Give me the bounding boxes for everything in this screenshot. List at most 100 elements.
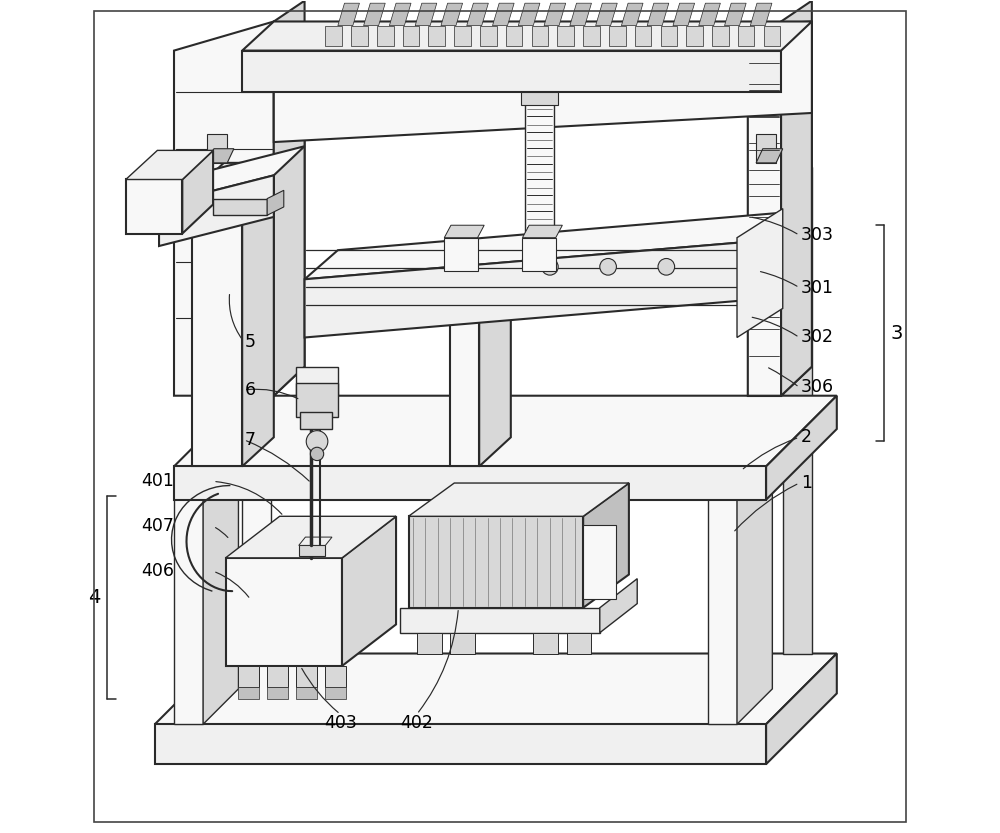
Polygon shape [159, 147, 305, 204]
Polygon shape [174, 466, 766, 500]
Polygon shape [155, 724, 766, 764]
Polygon shape [712, 26, 729, 47]
Circle shape [542, 258, 558, 275]
Polygon shape [274, 1, 305, 396]
Polygon shape [126, 151, 213, 179]
Text: 7: 7 [245, 431, 256, 449]
Polygon shape [506, 26, 522, 47]
Polygon shape [457, 237, 473, 262]
Text: 4: 4 [88, 588, 101, 607]
Text: 401: 401 [141, 472, 174, 491]
Text: 5: 5 [245, 332, 256, 351]
Polygon shape [207, 134, 227, 163]
Text: 1: 1 [801, 474, 812, 492]
Polygon shape [300, 412, 332, 429]
Polygon shape [174, 475, 203, 724]
Polygon shape [126, 179, 182, 233]
Text: 406: 406 [141, 562, 174, 580]
Polygon shape [226, 516, 396, 558]
Text: 301: 301 [801, 278, 834, 297]
Polygon shape [621, 3, 643, 26]
Polygon shape [226, 558, 342, 666]
Polygon shape [450, 633, 475, 654]
Polygon shape [377, 26, 394, 47]
Polygon shape [544, 3, 566, 26]
Polygon shape [783, 167, 812, 654]
Polygon shape [305, 242, 748, 337]
Polygon shape [267, 666, 288, 686]
Circle shape [310, 447, 324, 461]
Polygon shape [756, 134, 776, 163]
Polygon shape [708, 475, 737, 724]
Polygon shape [686, 26, 703, 47]
Text: 403: 403 [324, 714, 357, 731]
Polygon shape [750, 3, 772, 26]
Polygon shape [737, 439, 772, 724]
Polygon shape [781, 1, 812, 396]
Polygon shape [242, 22, 812, 51]
Text: 302: 302 [801, 328, 834, 347]
Polygon shape [267, 686, 288, 699]
Text: 2: 2 [801, 428, 812, 446]
Polygon shape [525, 92, 554, 250]
Polygon shape [409, 516, 583, 608]
Polygon shape [661, 26, 677, 47]
Polygon shape [567, 633, 591, 654]
Polygon shape [159, 175, 274, 246]
Polygon shape [557, 26, 574, 47]
Polygon shape [635, 26, 651, 47]
Polygon shape [522, 237, 556, 271]
Polygon shape [299, 546, 325, 556]
Polygon shape [764, 26, 780, 47]
Polygon shape [155, 654, 837, 724]
Polygon shape [192, 192, 242, 466]
Text: 306: 306 [801, 378, 834, 397]
Polygon shape [532, 26, 548, 47]
Polygon shape [296, 686, 317, 699]
Polygon shape [583, 483, 629, 608]
Polygon shape [522, 225, 562, 237]
Polygon shape [403, 26, 419, 47]
Polygon shape [325, 686, 346, 699]
Polygon shape [428, 26, 445, 47]
Polygon shape [342, 516, 396, 666]
Text: 6: 6 [245, 381, 256, 399]
Polygon shape [182, 151, 213, 233]
Polygon shape [493, 3, 514, 26]
Polygon shape [203, 439, 238, 724]
Polygon shape [174, 22, 274, 396]
Polygon shape [480, 26, 497, 47]
Polygon shape [748, 51, 781, 396]
Text: 407: 407 [141, 517, 174, 536]
Polygon shape [296, 666, 317, 686]
Polygon shape [570, 3, 591, 26]
Polygon shape [338, 3, 359, 26]
Polygon shape [596, 3, 617, 26]
Polygon shape [213, 198, 267, 215]
Polygon shape [737, 208, 783, 337]
Polygon shape [415, 3, 437, 26]
Polygon shape [738, 26, 754, 47]
Polygon shape [400, 608, 600, 633]
Polygon shape [583, 525, 616, 600]
Polygon shape [242, 404, 271, 654]
Polygon shape [274, 22, 305, 396]
Polygon shape [351, 26, 368, 47]
Polygon shape [766, 654, 837, 764]
Circle shape [600, 258, 616, 275]
Polygon shape [242, 51, 781, 92]
Polygon shape [450, 292, 479, 466]
Polygon shape [441, 3, 463, 26]
Polygon shape [583, 26, 600, 47]
Text: 303: 303 [801, 227, 834, 244]
Polygon shape [242, 51, 274, 396]
Text: 402: 402 [400, 714, 433, 731]
Polygon shape [479, 262, 511, 466]
Polygon shape [521, 92, 558, 105]
Polygon shape [467, 3, 488, 26]
Polygon shape [296, 367, 338, 396]
Polygon shape [207, 149, 234, 163]
Polygon shape [673, 3, 695, 26]
Polygon shape [518, 3, 540, 26]
Polygon shape [600, 579, 637, 633]
